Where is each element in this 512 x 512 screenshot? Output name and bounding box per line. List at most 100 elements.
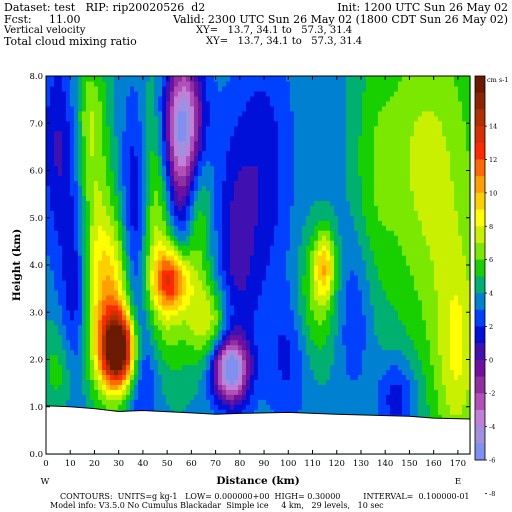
heat-cell	[202, 135, 207, 142]
heat-cell	[238, 100, 243, 107]
heat-cell	[302, 289, 307, 296]
heat-cell	[242, 255, 247, 261]
heat-cell	[122, 304, 127, 311]
heat-cell	[230, 354, 235, 361]
heat-cell	[182, 140, 187, 147]
heat-cell	[274, 135, 279, 142]
heat-cell	[154, 329, 159, 336]
heat-cell	[286, 170, 291, 177]
heat-cell	[186, 334, 191, 341]
heat-cell	[286, 324, 291, 331]
heat-cell	[66, 120, 71, 127]
heat-cell	[186, 314, 191, 321]
heat-cell	[162, 76, 167, 82]
heat-cell	[146, 314, 151, 321]
heat-cell	[142, 210, 147, 216]
heat-cell	[162, 165, 167, 172]
heat-cell	[162, 230, 167, 236]
heat-cell	[210, 409, 215, 415]
heat-cell	[98, 125, 103, 132]
heat-cell	[122, 384, 127, 390]
heat-cell	[126, 344, 131, 351]
heat-cell	[50, 115, 55, 122]
heat-cell	[298, 409, 303, 415]
heat-cell	[70, 130, 75, 137]
heat-cell	[178, 230, 183, 236]
heat-cell	[238, 245, 243, 251]
heat-cell	[62, 294, 67, 301]
heat-cell	[94, 210, 99, 216]
heat-cell	[294, 125, 299, 132]
heat-cell	[118, 329, 123, 336]
heat-cell	[46, 374, 51, 380]
heat-cell	[254, 260, 259, 266]
heat-cell	[90, 230, 95, 236]
heat-cell	[230, 205, 235, 211]
heat-cell	[158, 359, 163, 366]
heat-cell	[230, 314, 235, 321]
heat-cell	[46, 175, 51, 182]
heat-cell	[138, 329, 143, 336]
heat-cell	[250, 379, 255, 385]
heat-cell	[58, 235, 63, 241]
heat-cell	[74, 359, 79, 366]
heat-cell	[174, 299, 179, 306]
heat-cell	[234, 145, 239, 152]
heat-cell	[202, 200, 207, 206]
heat-cell	[94, 90, 99, 97]
heat-cell	[170, 299, 175, 306]
heat-cell	[98, 245, 103, 251]
heat-cell	[302, 205, 307, 211]
heat-cell	[174, 95, 179, 102]
heat-cell	[166, 135, 171, 142]
heat-cell	[78, 100, 83, 107]
heat-cell	[110, 220, 115, 226]
heat-cell	[146, 80, 151, 87]
heat-cell	[254, 339, 259, 346]
heat-cell	[270, 125, 275, 132]
heat-cell	[218, 185, 223, 191]
heat-cell	[210, 304, 215, 311]
heat-cell	[62, 269, 67, 276]
heat-cell	[210, 324, 215, 331]
heat-cell	[230, 255, 235, 261]
heat-cell	[286, 250, 291, 256]
heat-cell	[154, 140, 159, 147]
heat-cell	[102, 95, 107, 102]
heat-cell	[202, 329, 207, 336]
heat-cell	[182, 255, 187, 261]
heat-cell	[266, 245, 271, 251]
heat-cell	[182, 190, 187, 196]
heat-cell	[150, 225, 155, 231]
heat-cell	[186, 170, 191, 177]
heat-cell	[242, 359, 247, 366]
heat-cell	[162, 145, 167, 152]
heat-cell	[66, 294, 71, 301]
heat-cell	[106, 150, 111, 157]
heat-cell	[102, 215, 107, 221]
heat-cell	[286, 125, 291, 132]
heat-cell	[246, 399, 251, 405]
heat-cell	[154, 364, 159, 371]
heat-cell	[210, 374, 215, 380]
heat-cell	[102, 120, 107, 127]
heat-cell	[282, 260, 287, 266]
heat-cell	[50, 329, 55, 336]
heat-cell	[110, 354, 115, 361]
heat-cell	[198, 200, 203, 206]
heat-cell	[266, 160, 271, 167]
heat-cell	[298, 140, 303, 147]
heat-cell	[118, 85, 123, 92]
heat-cell	[266, 205, 271, 211]
heat-cell	[262, 185, 267, 191]
heat-cell	[118, 389, 123, 395]
heat-cell	[266, 399, 271, 405]
heat-cell	[214, 394, 219, 400]
heat-cell	[114, 274, 119, 281]
heat-cell	[142, 379, 147, 385]
heat-cell	[46, 125, 51, 132]
heat-cell	[198, 399, 203, 405]
heat-cell	[218, 284, 223, 291]
heat-cell	[94, 205, 99, 211]
heat-cell	[282, 125, 287, 132]
